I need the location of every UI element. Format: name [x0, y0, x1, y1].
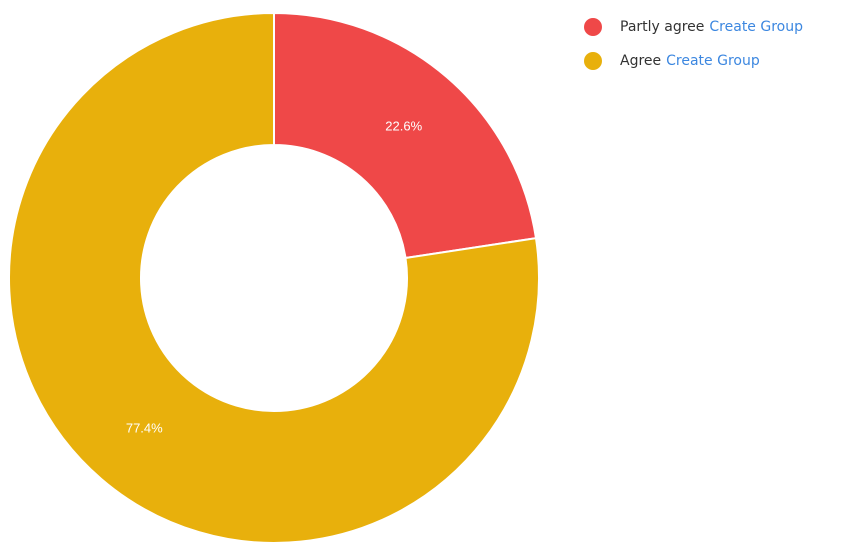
legend-label-agree: Agree	[620, 53, 662, 69]
legend-marker-agree	[584, 52, 602, 70]
legend-item-partly-agree: Partly agree Create Group	[584, 16, 860, 38]
slice-agree[interactable]	[8, 11, 540, 544]
chart-legend: Partly agree Create Group Agree Create G…	[584, 16, 860, 84]
slice-label-partly-agree: 22.6%	[385, 119, 422, 134]
donut-labels: 22.6% 77.4%	[126, 119, 423, 436]
slice-label-agree: 77.4%	[126, 420, 163, 435]
legend-label-partly-agree: Partly agree	[620, 19, 705, 35]
slice-partly-agree[interactable]	[273, 11, 538, 260]
create-group-link-partly-agree[interactable]: Create Group	[709, 19, 803, 35]
legend-marker-partly-agree	[584, 18, 602, 36]
donut-chart: 22.6% 77.4%	[8, 11, 540, 544]
create-group-link-agree[interactable]: Create Group	[666, 53, 760, 69]
legend-item-agree: Agree Create Group	[584, 50, 860, 72]
donut-slices	[8, 11, 540, 544]
